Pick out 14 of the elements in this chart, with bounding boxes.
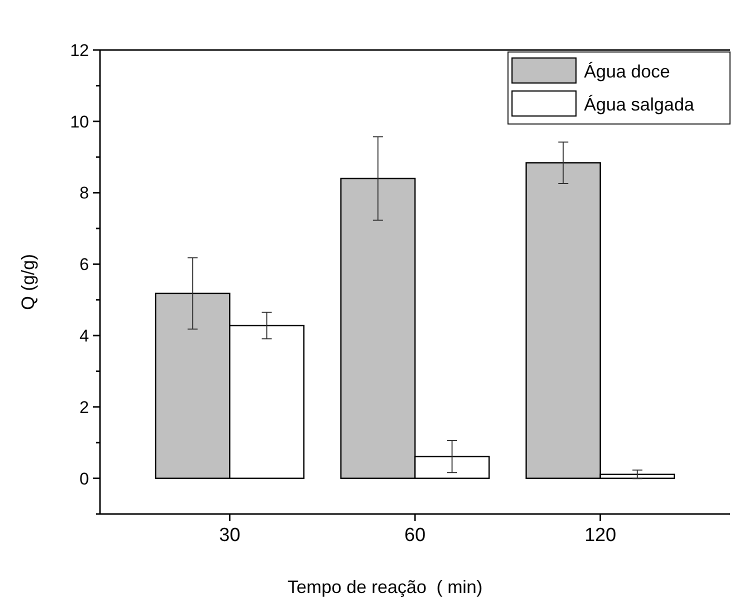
y-tick-label: 12 <box>70 40 89 60</box>
y-tick-label: 6 <box>80 255 89 274</box>
y-axis-title: Q (g/g) <box>18 254 38 310</box>
legend-label: Água salgada <box>584 94 696 114</box>
y-tick-label: 0 <box>80 469 89 488</box>
x-tick-label: 60 <box>404 525 426 546</box>
y-tick-label: 10 <box>70 112 89 132</box>
y-tick-label: 2 <box>80 398 89 417</box>
y-tick-label: 8 <box>80 184 89 203</box>
x-tick-label: 120 <box>584 525 616 546</box>
y-tick-label: 4 <box>80 326 89 346</box>
x-tick-label: 30 <box>219 525 240 546</box>
legend-label: Água doce <box>584 61 670 82</box>
x-axis-title: Tempo de reação ( min) <box>287 577 483 597</box>
